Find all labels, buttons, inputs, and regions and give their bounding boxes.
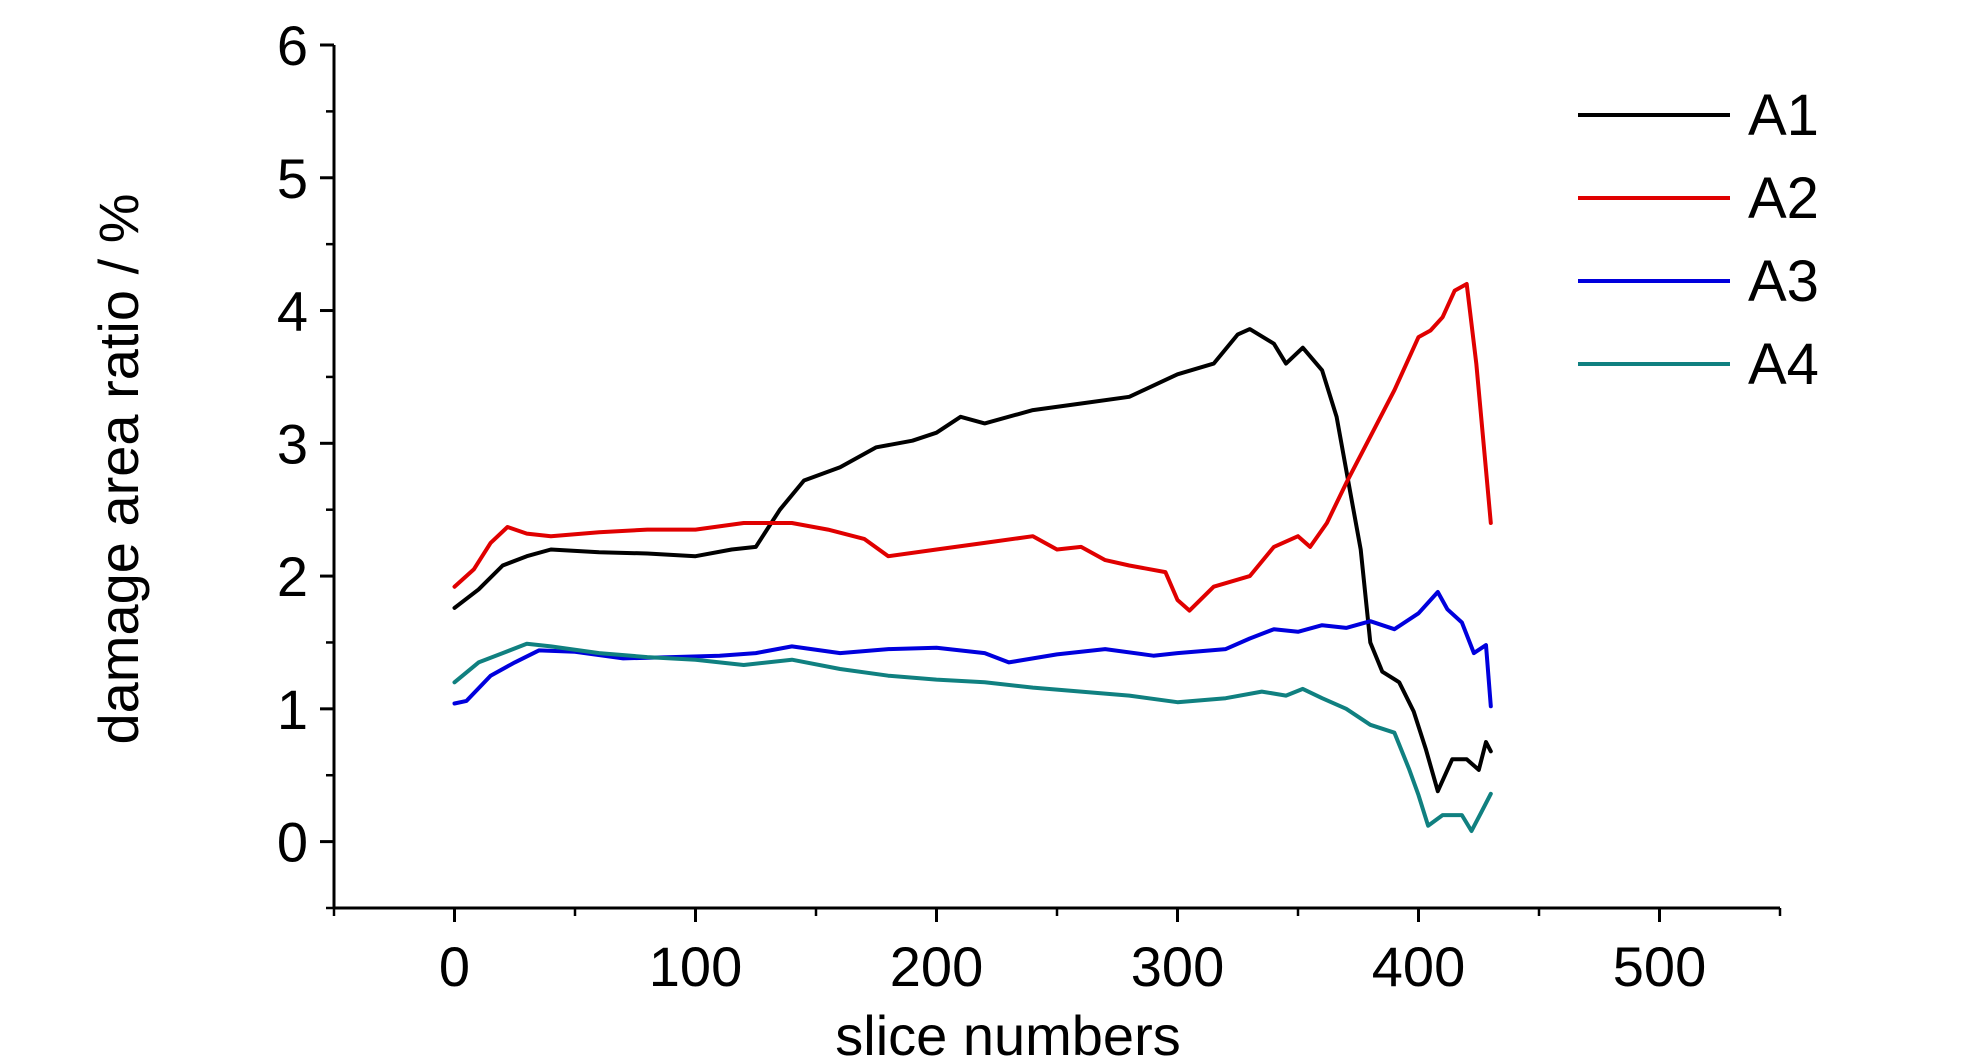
chart-axes: 0 100 200 300 400 500 0 1 2 3 4 5 6 (277, 14, 1782, 998)
y-tick-label: 0 (277, 811, 308, 874)
y-tick-label: 6 (277, 14, 308, 77)
series-line-a2 (452, 282, 1493, 613)
y-tick-label: 3 (277, 412, 308, 475)
series-layer (452, 282, 1493, 833)
y-tick-label: 4 (277, 280, 308, 343)
series-line-a4 (452, 641, 1493, 833)
legend-label-a2: A2 (1748, 166, 1819, 231)
legend-label-a4: A4 (1748, 332, 1819, 397)
x-tick-label: 500 (1613, 935, 1706, 998)
series-line-a1 (452, 327, 1493, 794)
y-tick-label: 5 (277, 147, 308, 210)
legend-label-a3: A3 (1748, 249, 1819, 314)
y-tick-label: 2 (277, 545, 308, 608)
x-tick-label: 200 (890, 935, 983, 998)
chart-legend: A1 A2 A3 A4 (1578, 83, 1819, 397)
x-tick-label: 400 (1372, 935, 1465, 998)
x-tick-label: 300 (1131, 935, 1224, 998)
legend-label-a1: A1 (1748, 83, 1819, 148)
x-tick-label: 100 (649, 935, 742, 998)
y-axis-label: damage area ratio / % (87, 194, 150, 745)
x-tick-label: 0 (439, 935, 470, 998)
y-tick-label: 1 (277, 678, 308, 741)
x-axis-label: slice numbers (835, 1004, 1180, 1062)
series-line-a3 (452, 590, 1493, 709)
